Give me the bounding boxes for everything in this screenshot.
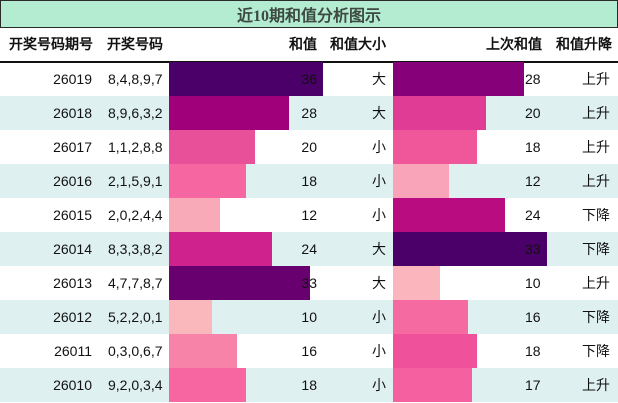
sum-bar xyxy=(169,232,272,266)
size-cell: 大 xyxy=(372,275,386,291)
numbers-cell: 1,1,2,8,8 xyxy=(108,139,163,155)
sum-bar xyxy=(169,130,255,164)
chart-title: 近10期和值分析图示 xyxy=(0,0,618,28)
table-row: 26015 2,0,2,4,4 12 小 24 下降 xyxy=(0,198,618,232)
table-row: 26014 8,3,3,8,2 24 大 33 下降 xyxy=(0,232,618,266)
sum-cell: 28 xyxy=(301,105,317,121)
sum-cell: 12 xyxy=(301,207,317,223)
issue-cell: 26012 xyxy=(53,309,92,325)
sum-cell: 18 xyxy=(301,377,317,393)
size-cell: 小 xyxy=(372,173,386,189)
issue-cell: 26010 xyxy=(53,377,92,393)
numbers-cell: 8,4,8,9,7 xyxy=(108,71,163,87)
trend-cell: 下降 xyxy=(582,241,610,257)
issue-cell: 26019 xyxy=(53,71,92,87)
trend-cell: 下降 xyxy=(582,309,610,325)
prev-sum-cell: 10 xyxy=(525,275,541,291)
prev-sum-cell: 24 xyxy=(525,207,541,223)
prev-sum-bar xyxy=(393,334,477,368)
prev-sum-bar xyxy=(393,368,472,402)
size-cell: 小 xyxy=(372,377,386,393)
sum-cell: 16 xyxy=(301,343,317,359)
size-cell: 小 xyxy=(372,309,386,325)
issue-cell: 26018 xyxy=(53,105,92,121)
header-prev-sum: 上次和值 xyxy=(486,36,542,52)
sum-bar xyxy=(169,334,237,368)
sum-cell: 20 xyxy=(301,139,317,155)
prev-sum-cell: 12 xyxy=(525,173,541,189)
trend-cell: 上升 xyxy=(582,71,610,87)
sum-cell: 33 xyxy=(301,275,317,291)
prev-sum-cell: 28 xyxy=(525,71,541,87)
numbers-cell: 5,2,2,0,1 xyxy=(108,309,163,325)
sum-cell: 24 xyxy=(301,241,317,257)
header-trend: 和值升降 xyxy=(556,36,612,52)
issue-cell: 26011 xyxy=(54,343,92,359)
size-cell: 大 xyxy=(372,105,386,121)
table-row: 26017 1,1,2,8,8 20 小 18 上升 xyxy=(0,130,618,164)
issue-cell: 26014 xyxy=(53,241,92,257)
sum-bar xyxy=(169,96,289,130)
prev-sum-cell: 16 xyxy=(525,309,541,325)
header-issue: 开奖号码期号 xyxy=(9,36,93,52)
size-cell: 小 xyxy=(372,207,386,223)
issue-cell: 26015 xyxy=(53,207,92,223)
sum-cell: 36 xyxy=(301,71,317,87)
trend-cell: 上升 xyxy=(582,105,610,121)
trend-cell: 下降 xyxy=(582,207,610,223)
sum-cell: 18 xyxy=(301,173,317,189)
trend-cell: 上升 xyxy=(582,173,610,189)
prev-sum-bar xyxy=(393,96,486,130)
prev-sum-cell: 18 xyxy=(525,343,541,359)
sum-bar xyxy=(169,266,310,300)
numbers-cell: 2,1,5,9,1 xyxy=(108,173,163,189)
table-row: 26013 4,7,7,8,7 33 大 10 上升 xyxy=(0,266,618,300)
trend-cell: 上升 xyxy=(582,139,610,155)
prev-sum-bar xyxy=(393,198,505,232)
numbers-cell: 8,9,6,3,2 xyxy=(108,105,163,121)
header-size: 和值大小 xyxy=(330,36,386,52)
size-cell: 小 xyxy=(372,139,386,155)
sum-bar xyxy=(169,164,246,198)
trend-cell: 上升 xyxy=(582,275,610,291)
table-header: 开奖号码期号 开奖号码 和值 和值大小 上次和值 和值升降 xyxy=(0,28,618,63)
prev-sum-bar xyxy=(393,130,477,164)
issue-cell: 26017 xyxy=(53,139,92,155)
sum-bar xyxy=(169,300,212,334)
prev-sum-cell: 18 xyxy=(525,139,541,155)
table-body: 26019 8,4,8,9,7 36 大 28 上升 26018 8,9,6,3… xyxy=(0,62,618,402)
table-row: 26019 8,4,8,9,7 36 大 28 上升 xyxy=(0,62,618,96)
numbers-cell: 4,7,7,8,7 xyxy=(108,275,163,291)
prev-sum-cell: 20 xyxy=(525,105,541,121)
numbers-cell: 9,2,0,3,4 xyxy=(108,377,163,393)
table-row: 26018 8,9,6,3,2 28 大 20 上升 xyxy=(0,96,618,130)
size-cell: 大 xyxy=(372,71,386,87)
prev-sum-bar xyxy=(393,164,449,198)
numbers-cell: 2,0,2,4,4 xyxy=(108,207,163,223)
prev-sum-bar xyxy=(393,266,440,300)
size-cell: 小 xyxy=(372,343,386,359)
prev-sum-bar xyxy=(393,232,547,266)
sum-bar xyxy=(169,198,220,232)
sum-cell: 10 xyxy=(301,309,317,325)
sum-bar xyxy=(169,62,323,96)
table-row: 26016 2,1,5,9,1 18 小 12 上升 xyxy=(0,164,618,198)
size-cell: 大 xyxy=(372,241,386,257)
issue-cell: 26016 xyxy=(53,173,92,189)
header-sum: 和值 xyxy=(289,36,317,52)
table-row: 26010 9,2,0,3,4 18 小 17 上升 xyxy=(0,368,618,402)
prev-sum-cell: 33 xyxy=(525,241,541,257)
table-row: 26012 5,2,2,0,1 10 小 16 下降 xyxy=(0,300,618,334)
prev-sum-cell: 17 xyxy=(525,377,541,393)
sum-bar xyxy=(169,368,246,402)
trend-cell: 下降 xyxy=(582,343,610,359)
table-row: 26011 0,3,0,6,7 16 小 18 下降 xyxy=(0,334,618,368)
numbers-cell: 8,3,3,8,2 xyxy=(108,241,163,257)
issue-cell: 26013 xyxy=(53,275,92,291)
numbers-cell: 0,3,0,6,7 xyxy=(108,343,163,359)
header-numbers: 开奖号码 xyxy=(107,36,163,52)
prev-sum-bar xyxy=(393,62,524,96)
trend-cell: 上升 xyxy=(582,377,610,393)
prev-sum-bar xyxy=(393,300,468,334)
